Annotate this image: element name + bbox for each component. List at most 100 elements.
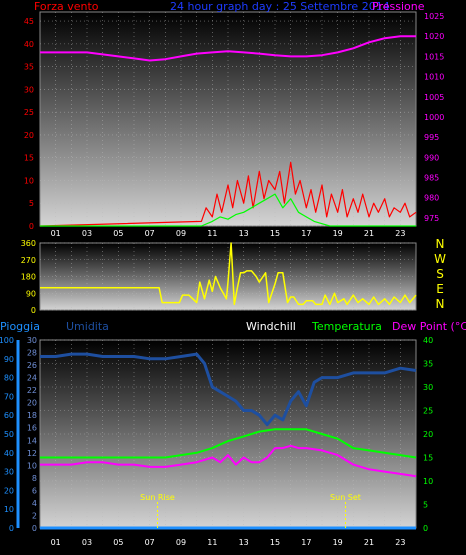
series-line-2 [40, 444, 417, 478]
umidita-tick-label: 28 [27, 349, 37, 358]
grid-3 [40, 339, 416, 529]
compass-label: N [436, 297, 445, 311]
x-tick-label: 21 [364, 538, 374, 547]
dir-tick-label: 360 [21, 239, 36, 248]
x-tick-label: 23 [395, 538, 405, 547]
series-line-0 [40, 35, 416, 62]
pioggia-tick-label: 100 [0, 336, 14, 345]
temp-tick-label: 15 [423, 454, 433, 463]
x-tick-label: 19 [333, 538, 343, 547]
left-tick-label: 0 [29, 222, 34, 231]
grid-1 [40, 12, 416, 227]
right-tick-label: 980 [424, 194, 439, 203]
umidita-tick-label: 2 [32, 511, 37, 520]
ticks-3: 0510152025303540010203040506070809010002… [0, 336, 433, 547]
pioggia-tick-label: 90 [4, 355, 14, 364]
pioggia-tick-label: 70 [4, 392, 14, 401]
umidita-tick-label: 26 [27, 361, 37, 370]
sun-annotations: Sun Rise Sun Set [140, 493, 361, 528]
series-line-0 [40, 352, 417, 427]
dewpoint-label: Dew Point (°C) [392, 320, 466, 333]
left-axis-label: Forza vento [34, 0, 99, 13]
sun-marker-label: Sun Rise [140, 493, 175, 502]
umidita-tick-label: 6 [32, 486, 37, 495]
umidita-tick-label: 12 [27, 449, 37, 458]
left-tick-label: 15 [24, 154, 34, 163]
compass-label: S [436, 267, 444, 281]
series-line-1 [40, 428, 417, 459]
left-tick-label: 45 [24, 17, 34, 26]
series-1 [39, 35, 417, 227]
x-tick-label: 17 [301, 229, 311, 238]
temp-tick-label: 30 [423, 383, 433, 392]
pioggia-tick-label: 0 [9, 524, 14, 533]
pioggia-tick-label: 10 [4, 505, 14, 514]
umidita-tick-label: 0 [32, 524, 37, 533]
left-tick-label: 5 [29, 199, 34, 208]
x-tick-label: 07 [145, 538, 155, 547]
temp-tick-label: 20 [423, 430, 433, 439]
right-tick-label: 1000 [424, 113, 444, 122]
series-2 [40, 242, 417, 306]
pioggia-tick-label: 50 [4, 430, 14, 439]
series-3 [40, 352, 417, 530]
pioggia-tick-label: 20 [4, 486, 14, 495]
umidita-tick-label: 20 [27, 399, 37, 408]
right-tick-label: 1005 [424, 93, 444, 102]
dir-tick-label: 180 [21, 273, 36, 282]
left-tick-label: 25 [24, 108, 34, 117]
x-tick-label: 03 [82, 229, 92, 238]
left-tick-label: 20 [24, 131, 34, 140]
pioggia-tick-label: 40 [4, 449, 14, 458]
right-tick-label: 990 [424, 153, 439, 162]
umidita-tick-label: 22 [27, 386, 37, 395]
right-tick-label: 985 [424, 174, 439, 183]
temp-tick-label: 0 [423, 524, 428, 533]
x-tick-label: 09 [176, 538, 186, 547]
temp-tick-label: 5 [423, 501, 428, 510]
pioggia-tick-label: 60 [4, 411, 14, 420]
right-tick-label: 1015 [424, 52, 444, 61]
umidita-tick-label: 10 [27, 461, 37, 470]
temp-tick-label: 40 [423, 336, 433, 345]
x-tick-label: 11 [207, 229, 217, 238]
dir-tick-label: 0 [31, 306, 36, 315]
x-tick-label: 19 [333, 229, 343, 238]
compass-label: N [436, 237, 445, 251]
compass-label: W [434, 252, 446, 266]
left-tick-label: 35 [24, 63, 34, 72]
x-tick-label: 15 [270, 229, 280, 238]
pioggia-tick-label: 80 [4, 374, 14, 383]
left-tick-label: 10 [24, 176, 34, 185]
x-tick-label: 05 [113, 229, 123, 238]
left-tick-label: 40 [24, 40, 34, 49]
x-tick-label: 07 [145, 229, 155, 238]
umidita-tick-label: 8 [32, 474, 37, 483]
right-tick-label: 995 [424, 133, 439, 142]
umidita-tick-label: 24 [27, 374, 37, 383]
right-tick-label: 975 [424, 214, 439, 223]
x-tick-label: 09 [176, 229, 186, 238]
x-tick-label: 15 [270, 538, 280, 547]
x-tick-label: 11 [207, 538, 217, 547]
umidita-tick-label: 30 [27, 336, 37, 345]
x-tick-label: 01 [51, 229, 61, 238]
series-line-2 [40, 193, 416, 227]
right-tick-label: 1025 [424, 12, 444, 21]
dir-tick-label: 270 [21, 256, 36, 265]
umidita-tick-label: 14 [27, 436, 37, 445]
compass-label: E [436, 282, 444, 296]
series-line-1 [39, 161, 417, 227]
x-tick-label: 21 [364, 229, 374, 238]
x-tick-label: 13 [239, 538, 249, 547]
pioggia-label: Pioggia [0, 320, 40, 333]
right-tick-label: 1010 [424, 73, 444, 82]
x-tick-label: 17 [301, 538, 311, 547]
x-tick-label: 01 [51, 538, 61, 547]
temp-tick-label: 25 [423, 407, 433, 416]
dir-tick-label: 90 [26, 289, 36, 298]
sun-marker-label: Sun Set [330, 493, 361, 502]
ticks-1: 0510152025303540459759809859909951000100… [24, 12, 445, 238]
